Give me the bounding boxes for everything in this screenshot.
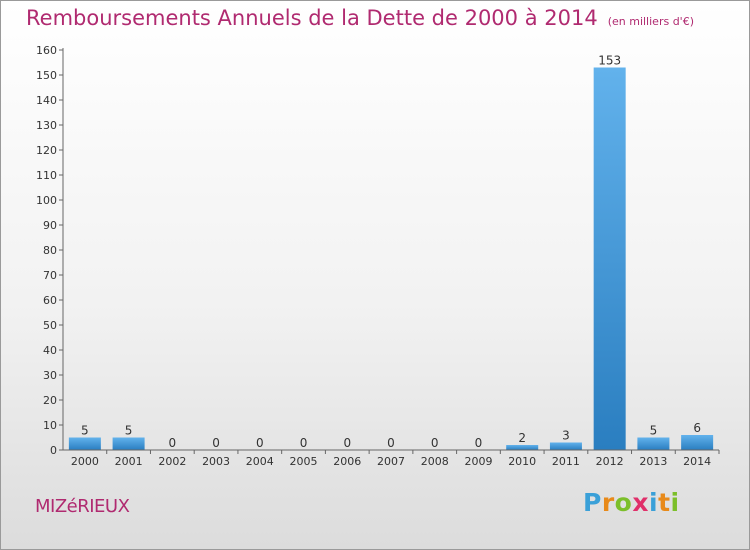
- x-tick-label: 2003: [202, 455, 230, 468]
- bar: [68, 437, 101, 450]
- bar: [506, 445, 539, 450]
- logo-letter: r: [601, 488, 615, 517]
- y-tick-label: 10: [43, 419, 57, 432]
- y-tick-label: 90: [43, 219, 57, 232]
- x-tick-label: 2006: [333, 455, 361, 468]
- y-tick-label: 160: [36, 44, 57, 57]
- y-tick-label: 120: [36, 144, 57, 157]
- x-tick-label: 2014: [683, 455, 711, 468]
- bar-value-label: 5: [125, 424, 133, 438]
- bars-group: 5 5 0 0 0 0 0 0 0 0 2 3 153 5 6: [68, 54, 714, 450]
- y-tick-label: 50: [43, 319, 57, 332]
- bar: [637, 437, 670, 450]
- bar-value-label: 0: [475, 436, 483, 450]
- chart-title: Remboursements Annuels de la Dette de 20…: [26, 6, 694, 30]
- x-tick-label: 2008: [421, 455, 449, 468]
- bar-value-label: 153: [598, 54, 621, 68]
- logo-letter: o: [614, 488, 633, 517]
- x-tick-label: 2004: [246, 455, 274, 468]
- logo-letter: i: [670, 488, 680, 517]
- bar: [549, 442, 582, 450]
- logo-letter: x: [632, 488, 649, 517]
- logo-letter: P: [583, 488, 602, 517]
- y-tick-label: 140: [36, 94, 57, 107]
- bar: [681, 435, 714, 450]
- x-tick-label: 2012: [596, 455, 624, 468]
- x-tick-label: 2011: [552, 455, 580, 468]
- y-tick-label: 100: [36, 194, 57, 207]
- bar-value-label: 3: [562, 429, 570, 443]
- chart-title-text: Remboursements Annuels de la Dette de 20…: [26, 6, 598, 30]
- y-tick-label: 150: [36, 69, 57, 82]
- logo-letter: t: [658, 488, 671, 517]
- x-tick-label: 2005: [290, 455, 318, 468]
- y-tick-label: 80: [43, 244, 57, 257]
- x-tick-label: 2013: [639, 455, 667, 468]
- commune-name: MIZéRIEUX: [35, 496, 130, 517]
- bar-value-label: 0: [169, 436, 177, 450]
- bar-value-label: 0: [343, 436, 351, 450]
- chart-unit-label: (en milliers d'€): [607, 15, 694, 28]
- logo-letter: i: [649, 488, 659, 517]
- y-tick-label: 30: [43, 369, 57, 382]
- y-tick-label: 0: [50, 444, 57, 457]
- x-tick-label: 2009: [464, 455, 492, 468]
- x-tick-label: 2002: [158, 455, 186, 468]
- bar: [593, 67, 626, 450]
- bar-value-label: 0: [300, 436, 308, 450]
- bar-value-label: 0: [431, 436, 439, 450]
- bar-value-label: 5: [650, 424, 658, 438]
- bar-value-label: 0: [212, 436, 220, 450]
- proxiti-logo: Proxiti: [583, 488, 680, 517]
- bar-value-label: 2: [518, 431, 526, 445]
- y-tick-label: 60: [43, 294, 57, 307]
- bar-value-label: 0: [256, 436, 264, 450]
- x-tick-label: 2010: [508, 455, 536, 468]
- y-tick-label: 40: [43, 344, 57, 357]
- y-tick-label: 130: [36, 119, 57, 132]
- bar-value-label: 0: [387, 436, 395, 450]
- x-tick-label: 2000: [71, 455, 99, 468]
- bar-value-label: 6: [693, 421, 701, 435]
- y-tick-label: 110: [36, 169, 57, 182]
- x-tick-label: 2001: [115, 455, 143, 468]
- x-axis: 2000 2001 2002 2003 2004 2005 2006 2007 2008 2009…: [63, 449, 720, 468]
- y-tick-label: 70: [43, 269, 57, 282]
- y-tick-label: 20: [43, 394, 57, 407]
- bar: [112, 437, 145, 450]
- bar-value-label: 5: [81, 424, 89, 438]
- y-axis: 0 10 20 30 40 50 60 70 80 90 100 110 120 130 140 150 160: [36, 44, 64, 457]
- x-tick-label: 2007: [377, 455, 405, 468]
